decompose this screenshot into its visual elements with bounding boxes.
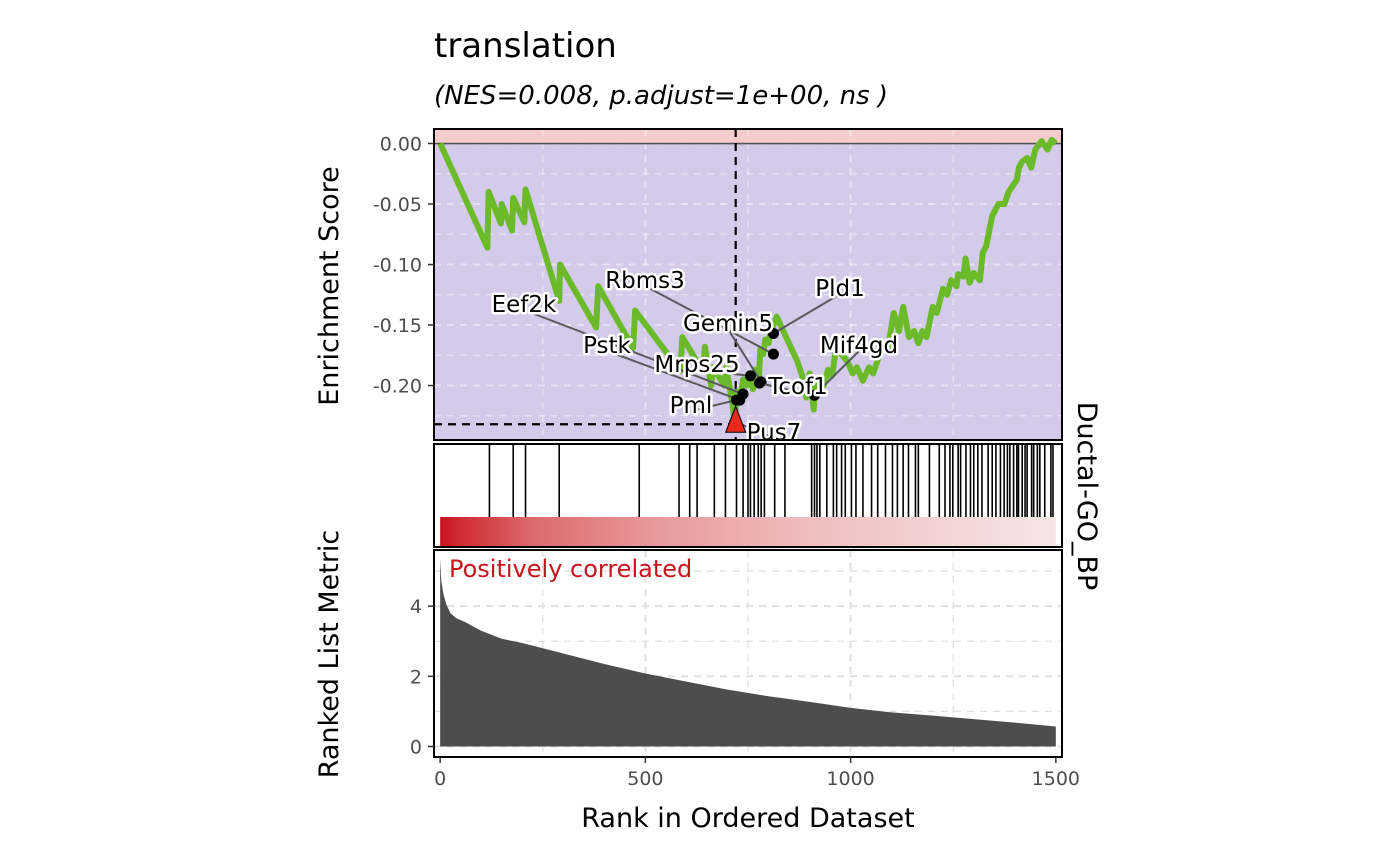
es-panel: Rbms3 Pld1 Eef2k Gemin5 Pstk Mif4gd Mrps25 Tcof… (373, 128, 1063, 449)
x-tick-label: 500 (627, 768, 663, 790)
x-tick-label: 0 (434, 768, 446, 790)
facet-strip-label: Ductal-GO_BP (1071, 402, 1102, 591)
metric-panel: 0 2 4 0 500 1000 1500 Positively correlated (410, 549, 1080, 790)
es-tick-label: -0.10 (373, 255, 422, 277)
gene-label: Mrps25 (654, 352, 739, 378)
gene-hit-point (808, 389, 820, 401)
es-tick-label: 0.00 (380, 134, 422, 156)
gene-label-connector (727, 328, 762, 383)
positive-es-region (434, 129, 1062, 144)
metric-y-axis-ticks: 0 2 4 (410, 596, 434, 758)
gene-label: Eef2k (492, 292, 557, 318)
x-tick-label: 1500 (1032, 768, 1080, 790)
metric-tick-label: 0 (410, 736, 422, 758)
gene-label-connector (644, 285, 774, 355)
rank-heat-bar (440, 517, 1056, 547)
hits-panel-border (433, 443, 1063, 548)
gene-hit-point (753, 377, 765, 389)
gene-hit-ticks (488, 444, 1054, 517)
gene-label-connector (690, 399, 737, 412)
gene-label-connector (696, 369, 751, 377)
gene-label-layer: Rbms3 Pld1 Eef2k Gemin5 Pstk Mif4gd Mrps25 Tcof… (489, 266, 900, 449)
gene-label-connector (523, 309, 744, 395)
es-tick-label: -0.05 (373, 194, 422, 216)
es-tick-label: -0.15 (373, 315, 422, 337)
running-es-line (437, 136, 1058, 428)
gene-label: Gemin5 (683, 311, 773, 337)
gene-hit-point (731, 394, 743, 406)
x-axis-label: Rank in Ordered Dataset (581, 803, 914, 834)
gene-label-connector (813, 350, 860, 396)
chart-subtitle: (NES=0.008, p.adjust=1e+00, ns ) (434, 81, 888, 111)
min-es-marker (724, 404, 747, 433)
positively-correlated-label: Positively correlated (449, 555, 692, 583)
gene-hit-point (744, 370, 756, 382)
gene-label: Pstk (583, 333, 631, 359)
gene-hit-point (767, 328, 779, 340)
gene-label: Pld1 (815, 276, 865, 302)
es-axis-label: Enrichment Score (314, 166, 345, 406)
chart-title: translation (434, 26, 617, 66)
gene-label: Pml (670, 393, 713, 419)
gene-label-connector (606, 350, 741, 402)
gene-hit-point (767, 348, 779, 360)
gene-label-connector (759, 382, 799, 393)
metric-tick-label: 4 (410, 596, 422, 618)
ranked-metric-area (440, 558, 1056, 747)
x-tick-label: 1000 (826, 768, 874, 790)
gene-label-connector (772, 293, 841, 335)
gene-label: Pus7 (747, 420, 802, 446)
es-tick-label: -0.20 (373, 376, 422, 398)
es-panel-border (433, 128, 1063, 441)
metric-tick-label: 2 (410, 666, 422, 688)
negative-es-region (434, 143, 1062, 440)
metric-panel-border (433, 549, 1063, 758)
es-y-axis-ticks: 0.00 -0.05 -0.10 -0.15 -0.20 (373, 134, 434, 398)
gene-label: Mif4gd (820, 333, 898, 359)
metric-axis-label: Ranked List Metric (314, 530, 345, 779)
hits-panel (433, 443, 1063, 548)
gene-label: Rbms3 (605, 268, 685, 294)
gene-label: Tcof1 (767, 374, 828, 400)
x-axis-ticks: 0 500 1000 1500 (434, 757, 1080, 790)
